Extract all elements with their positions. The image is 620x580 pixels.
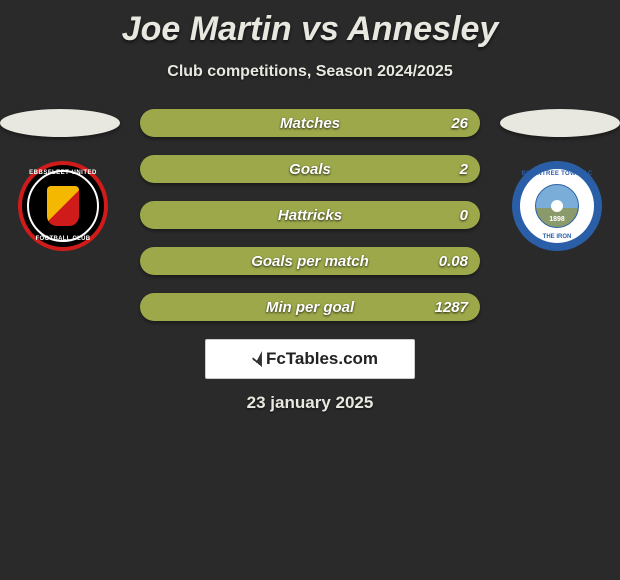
page-title: Joe Martin vs Annesley xyxy=(0,0,620,49)
stat-value: 26 xyxy=(451,115,468,132)
stat-label: Goals xyxy=(140,161,480,178)
badge-right-scene: 1898 xyxy=(535,184,579,228)
badge-right-text-bottom: THE IRON xyxy=(520,234,594,240)
stat-row-min-per-goal: Min per goal 1287 xyxy=(140,293,480,321)
badge-right-ring: BRAINTREE TOWN F.C 1898 THE IRON xyxy=(520,169,594,243)
badge-left-text-bottom: FOOTBALL CLUB xyxy=(29,236,97,242)
stat-row-goals-per-match: Goals per match 0.08 xyxy=(140,247,480,275)
stat-label: Goals per match xyxy=(140,253,480,270)
comparison-subtitle: Club competitions, Season 2024/2025 xyxy=(0,63,620,81)
comparison-container: EBBSFLEET UNITED FOOTBALL CLUB BRAINTREE… xyxy=(0,109,620,149)
club-badge-right: BRAINTREE TOWN F.C 1898 THE IRON xyxy=(512,161,602,251)
badge-left-text-top: EBBSFLEET UNITED xyxy=(29,170,97,176)
badge-left-ring: EBBSFLEET UNITED FOOTBALL CLUB xyxy=(27,170,99,242)
stat-value: 0 xyxy=(460,207,468,224)
stat-label: Matches xyxy=(140,115,480,132)
badge-left-shield xyxy=(47,186,79,226)
badge-right-text-top: BRAINTREE TOWN F.C xyxy=(520,171,594,177)
stat-value: 1287 xyxy=(435,299,468,316)
stat-row-goals: Goals 2 xyxy=(140,155,480,183)
player-ellipse-right xyxy=(500,109,620,137)
player-ellipse-left xyxy=(0,109,120,137)
chart-icon xyxy=(242,351,262,367)
stat-value: 2 xyxy=(460,161,468,178)
stat-label: Hattricks xyxy=(140,207,480,224)
footer-date: 23 january 2025 xyxy=(0,393,620,413)
stat-value: 0.08 xyxy=(439,253,468,270)
stat-row-matches: Matches 26 xyxy=(140,109,480,137)
badge-right-outer: BRAINTREE TOWN F.C 1898 THE IRON xyxy=(512,161,602,251)
brand-box: FcTables.com xyxy=(205,339,415,379)
badge-right-year: 1898 xyxy=(536,216,578,223)
stat-row-hattricks: Hattricks 0 xyxy=(140,201,480,229)
stats-list: Matches 26 Goals 2 Hattricks 0 Goals per… xyxy=(140,109,480,339)
badge-left-outer: EBBSFLEET UNITED FOOTBALL CLUB xyxy=(18,161,108,251)
stat-label: Min per goal xyxy=(140,299,480,316)
brand-text: FcTables.com xyxy=(266,349,378,369)
badge-right-ball-icon xyxy=(551,200,563,212)
club-badge-left: EBBSFLEET UNITED FOOTBALL CLUB xyxy=(18,161,108,251)
